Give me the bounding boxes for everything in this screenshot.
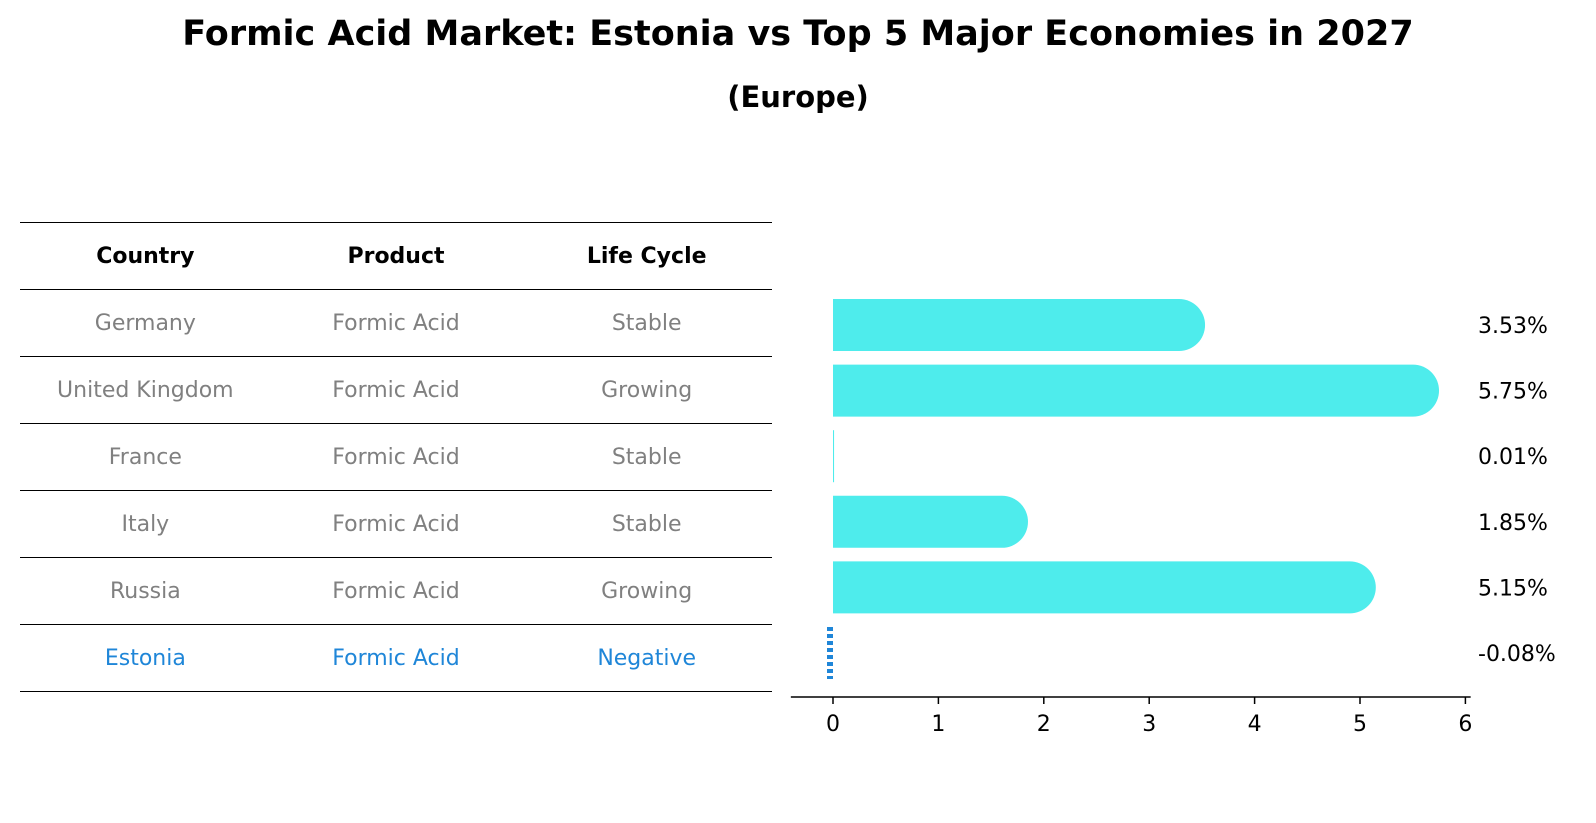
value-label: 3.53% <box>1478 314 1548 339</box>
table-row: Italy Formic Acid Stable <box>20 490 772 557</box>
bar-france <box>833 430 835 483</box>
country-cell: Italy <box>121 511 170 537</box>
product-cell: Formic Acid <box>332 511 460 537</box>
country-cell: Russia <box>109 578 181 604</box>
table-row: Russia Formic Acid Growing <box>20 557 772 624</box>
life-cycle-cell: Growing <box>601 377 693 403</box>
chart-subtitle: (Europe) <box>727 80 869 114</box>
value-label: 5.15% <box>1478 576 1548 601</box>
bar-united-kingdom <box>833 364 1440 417</box>
bar-italy <box>833 495 1028 548</box>
country-cell: Germany <box>94 310 196 336</box>
table-row-highlighted: Estonia Formic Acid Negative <box>20 624 772 692</box>
table-header-row: Country Product Life Cycle <box>20 222 772 289</box>
x-tick-label: 5 <box>1353 712 1367 737</box>
life-cycle-cell: Stable <box>611 310 682 336</box>
table-row: Germany Formic Acid Stable <box>20 289 772 356</box>
product-cell: Formic Acid <box>332 444 460 470</box>
table-row: France Formic Acid Stable <box>20 423 772 490</box>
life-cycle-cell: Growing <box>601 578 693 604</box>
value-label: 0.01% <box>1478 445 1548 470</box>
country-cell: United Kingdom <box>57 377 234 403</box>
x-tick-label: 0 <box>826 712 840 737</box>
country-cell: France <box>108 444 182 470</box>
x-tick-label: 1 <box>931 712 945 737</box>
life-cycle-cell: Stable <box>611 511 682 537</box>
bar-russia <box>833 561 1376 614</box>
life-cycle-cell: Negative <box>597 645 697 671</box>
header-product: Product <box>347 243 445 269</box>
table-row: United Kingdom Formic Acid Growing <box>20 356 772 423</box>
product-cell: Formic Acid <box>332 310 460 336</box>
life-cycle-cell: Stable <box>611 444 682 470</box>
x-tick-label: 3 <box>1142 712 1156 737</box>
header-country: Country <box>96 243 195 269</box>
product-cell: Formic Acid <box>332 645 460 671</box>
chart-title: Formic Acid Market: Estonia vs Top 5 Maj… <box>182 14 1414 54</box>
product-cell: Formic Acid <box>332 377 460 403</box>
header-life-cycle: Life Cycle <box>586 243 707 269</box>
country-cell: Estonia <box>104 645 186 671</box>
x-tick-label: 2 <box>1037 712 1051 737</box>
comparison-table: Country Product Life Cycle Germany Formi… <box>20 222 772 692</box>
x-tick-label: 6 <box>1458 712 1472 737</box>
product-cell: Formic Acid <box>332 578 460 604</box>
value-label: -0.08% <box>1478 642 1556 667</box>
bar-germany <box>833 299 1206 351</box>
value-label: 5.75% <box>1478 380 1548 405</box>
value-label: 1.85% <box>1478 511 1548 536</box>
x-tick-label: 4 <box>1248 712 1262 737</box>
